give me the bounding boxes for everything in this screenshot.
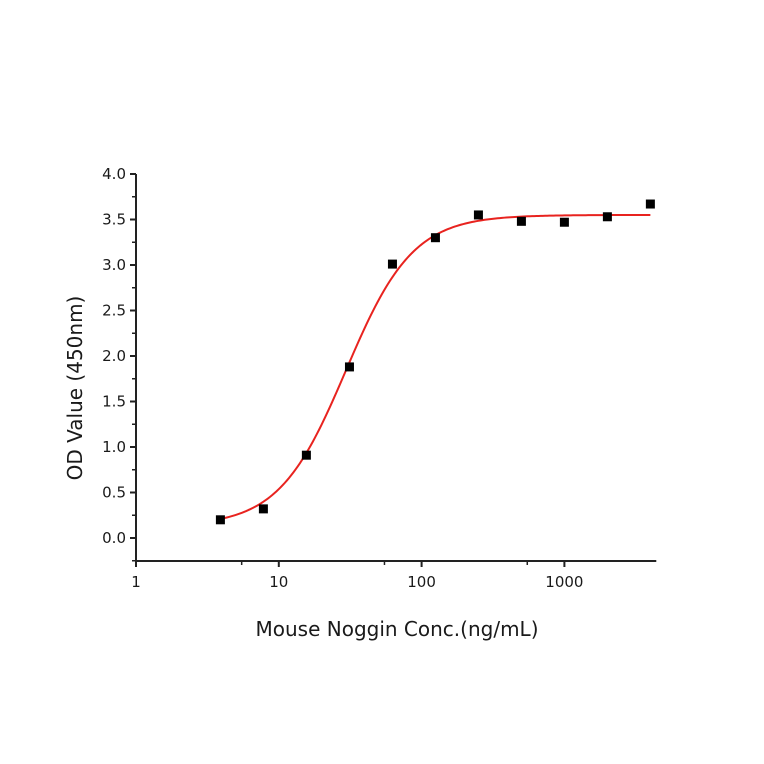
y-tick-label: 1.5 — [102, 393, 126, 411]
y-tick-label: 1.0 — [102, 438, 126, 456]
y-tick-label: 3.5 — [102, 211, 126, 229]
data-point-marker — [301, 450, 311, 460]
x-tick-label: 10 — [269, 573, 288, 591]
data-point-marker — [344, 362, 354, 372]
y-tick-label: 2.5 — [102, 302, 126, 320]
data-point-marker — [602, 212, 612, 222]
data-point-marker — [645, 199, 655, 209]
y-tick-label: 3.0 — [102, 256, 126, 274]
x-axis-title: Mouse Noggin Conc.(ng/mL) — [256, 617, 539, 641]
x-tick-label: 100 — [407, 573, 436, 591]
fit-curve — [220, 213, 651, 520]
data-point-marker — [473, 210, 483, 220]
x-tick-label: 1000 — [545, 573, 583, 591]
data-point-marker — [387, 259, 397, 269]
y-tick-label: 4.0 — [102, 165, 126, 183]
x-tick-label: 1 — [131, 573, 141, 591]
data-point-marker — [516, 216, 526, 226]
data-point-marker — [559, 217, 569, 227]
data-point-marker — [430, 233, 440, 243]
axes: 0.0 0.5 1.0 1.5 2.0 2.5 3.0 3.5 4.0 1 10 100 1000 — [102, 165, 657, 591]
y-axis-title: OD Value (450nm) — [63, 296, 87, 481]
y-tick-label: 0.5 — [102, 484, 126, 502]
data-point-marker — [258, 504, 268, 514]
y-tick-label: 2.0 — [102, 347, 126, 365]
y-tick-label: 0.0 — [102, 529, 126, 547]
fit-curve-path — [220, 213, 651, 520]
data-points — [215, 199, 655, 525]
data-point-marker — [215, 515, 225, 525]
